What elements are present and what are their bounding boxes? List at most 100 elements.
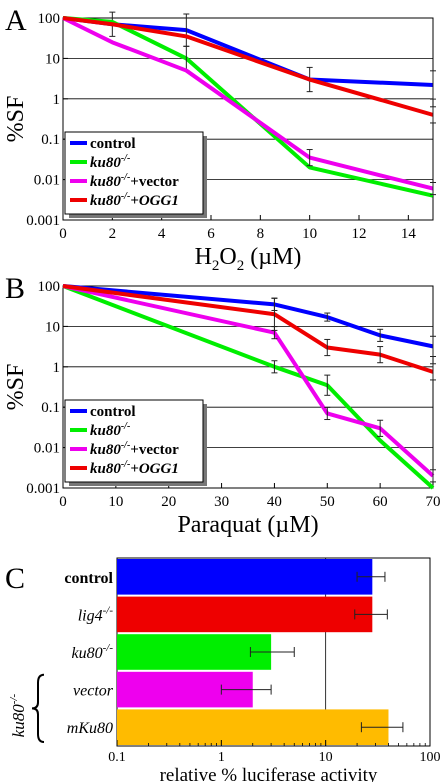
bar bbox=[117, 709, 389, 745]
series-line bbox=[62, 16, 434, 87]
legend-box bbox=[64, 131, 204, 215]
category-superscript: -/- bbox=[103, 642, 114, 654]
legend-entry-superscript: -/- bbox=[121, 191, 130, 202]
category-label: lig4-/- bbox=[78, 604, 114, 624]
series-line bbox=[62, 16, 434, 117]
legend-entry-name: ku80 bbox=[90, 461, 121, 477]
x-tick-label: 12 bbox=[352, 226, 367, 242]
legend-entry-superscript: -/- bbox=[121, 440, 130, 451]
y-tick-label: 0.001 bbox=[26, 213, 60, 229]
x-tick-label: 10 bbox=[108, 494, 123, 510]
x-tick-label: 0 bbox=[59, 226, 67, 242]
legend-entry: ku80-/- bbox=[90, 421, 130, 439]
series-2 bbox=[62, 284, 436, 483]
x-tick-label: 30 bbox=[214, 494, 229, 510]
y-tick-label: 100 bbox=[38, 279, 61, 295]
x-label-subscript: 2 bbox=[212, 258, 220, 274]
x-label-part: (µM) bbox=[244, 244, 301, 270]
category-superscript: -/- bbox=[103, 604, 114, 616]
group-label-superscript: -/- bbox=[8, 694, 20, 705]
panel-letter: C bbox=[5, 562, 25, 595]
category-label: ku80-/- bbox=[72, 642, 114, 662]
category-name: vector bbox=[73, 683, 114, 700]
legend-entry: ku80-/-+OGG1 bbox=[90, 191, 179, 209]
group-label-name: ku80 bbox=[9, 704, 28, 738]
legend-entry-superscript: -/- bbox=[121, 153, 130, 164]
legend-entry: ku80-/-+OGG1 bbox=[90, 459, 179, 477]
y-axis-label: %SF bbox=[3, 364, 29, 411]
x-tick-label: 100 bbox=[420, 750, 441, 765]
y-tick-label: 1 bbox=[53, 360, 61, 376]
x-tick-label: 0 bbox=[59, 494, 67, 510]
x-tick-label: 2 bbox=[109, 226, 117, 242]
x-label-part: Paraquat (µM) bbox=[177, 512, 318, 538]
panel-letter: B bbox=[5, 272, 25, 305]
x-tick-label: 20 bbox=[161, 494, 176, 510]
group-brace bbox=[31, 673, 45, 743]
legend-entry-name: control bbox=[90, 404, 136, 420]
x-axis-label: relative % luciferase activity bbox=[160, 765, 378, 782]
legend-entry-superscript: -/- bbox=[121, 459, 130, 470]
plot-frame bbox=[62, 285, 434, 489]
x-tick-label: 50 bbox=[320, 494, 335, 510]
x-axis-label: Paraquat (µM) bbox=[177, 512, 318, 538]
group-label: ku80-/- bbox=[8, 694, 28, 738]
panel-letter: A bbox=[5, 4, 27, 37]
legend-entry-suffix: +vector bbox=[130, 174, 179, 190]
x-tick-label: 14 bbox=[401, 226, 417, 242]
x-tick-label: 6 bbox=[207, 226, 215, 242]
x-label-part: O bbox=[219, 244, 236, 270]
x-axis-label: H2O2 (µM) bbox=[195, 244, 302, 274]
x-tick-label: 1 bbox=[218, 750, 225, 765]
category-name: lig4 bbox=[78, 607, 103, 624]
x-tick-label: 40 bbox=[267, 494, 282, 510]
category-label: control bbox=[64, 570, 113, 587]
x-tick-label: 0.1 bbox=[108, 750, 126, 765]
legend-entry-suffix: +OGG1 bbox=[130, 193, 179, 209]
x-tick-label: 60 bbox=[373, 494, 388, 510]
x-label-subscript: 2 bbox=[237, 258, 245, 274]
y-tick-label: 1 bbox=[53, 92, 61, 108]
legend-entry-suffix: +OGG1 bbox=[130, 461, 179, 477]
y-tick-label: 0.01 bbox=[34, 441, 60, 457]
legend-entry: control bbox=[90, 404, 136, 420]
y-tick-label: 10 bbox=[45, 51, 60, 67]
x-tick-label: 10 bbox=[302, 226, 317, 242]
y-tick-label: 0.01 bbox=[34, 173, 60, 189]
category-label: vector bbox=[73, 683, 114, 700]
x-label-part: H bbox=[195, 244, 212, 270]
legend-entry-name: ku80 bbox=[90, 423, 121, 439]
legend-entry-name: control bbox=[90, 136, 136, 152]
legend-entry-suffix: +vector bbox=[130, 442, 179, 458]
y-tick-label: 10 bbox=[45, 319, 60, 335]
legend-box bbox=[64, 399, 204, 483]
bar bbox=[117, 634, 272, 670]
category-name: mKu80 bbox=[67, 720, 113, 737]
category-name: ku80 bbox=[72, 645, 103, 662]
y-tick-label: 100 bbox=[38, 11, 61, 27]
x-tick-label: 8 bbox=[257, 226, 265, 242]
legend-entry-superscript: -/- bbox=[121, 421, 130, 432]
legend-entry: ku80-/-+vector bbox=[90, 172, 179, 190]
category-name: control bbox=[64, 570, 113, 587]
y-tick-label: 0.001 bbox=[26, 481, 60, 497]
x-tick-label: 4 bbox=[158, 226, 166, 242]
y-tick-label: 0.1 bbox=[41, 132, 60, 148]
bar bbox=[117, 596, 373, 633]
legend-entry: ku80-/-+vector bbox=[90, 440, 179, 458]
category-label: mKu80 bbox=[67, 720, 113, 737]
legend-entry-name: ku80 bbox=[90, 155, 121, 171]
bar bbox=[117, 559, 373, 595]
series-3 bbox=[62, 16, 436, 124]
legend-entry-superscript: -/- bbox=[121, 172, 130, 183]
legend-entry: control bbox=[90, 136, 136, 152]
x-tick-label: 70 bbox=[426, 494, 441, 510]
legend-entry: ku80-/- bbox=[90, 153, 130, 171]
legend-entry-name: ku80 bbox=[90, 193, 121, 209]
series-3 bbox=[62, 284, 436, 381]
